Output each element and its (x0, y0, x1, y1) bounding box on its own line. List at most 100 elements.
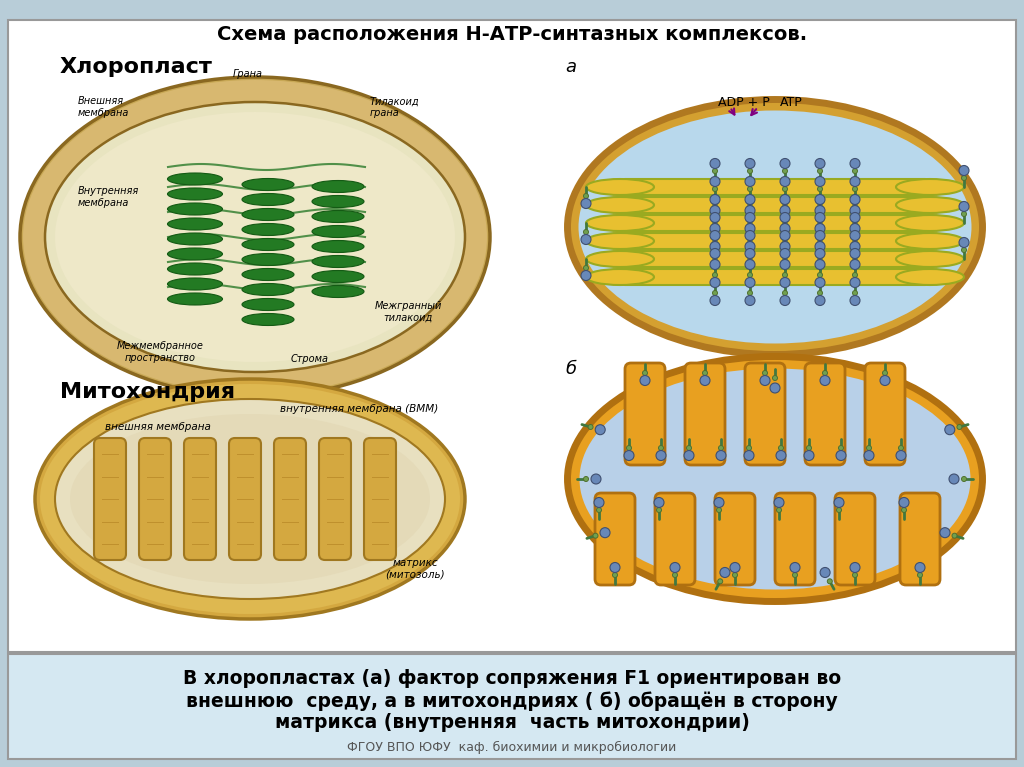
Circle shape (853, 272, 857, 278)
Circle shape (780, 242, 790, 252)
Circle shape (778, 446, 783, 450)
Circle shape (780, 231, 790, 241)
Circle shape (817, 219, 822, 223)
Circle shape (772, 376, 777, 380)
Circle shape (898, 446, 903, 450)
Circle shape (782, 291, 787, 295)
Text: Схема расположения Н-АТР-синтазных комплексов.: Схема расположения Н-АТР-синтазных компл… (217, 25, 807, 44)
FancyBboxPatch shape (624, 215, 926, 231)
Circle shape (595, 425, 605, 435)
Circle shape (719, 446, 724, 450)
Circle shape (591, 474, 601, 484)
Circle shape (850, 249, 860, 258)
Circle shape (748, 222, 753, 228)
Ellipse shape (23, 80, 487, 394)
Circle shape (817, 241, 822, 245)
Ellipse shape (168, 293, 222, 305)
Circle shape (584, 229, 589, 235)
Ellipse shape (586, 179, 654, 195)
Circle shape (853, 291, 857, 295)
Circle shape (713, 205, 718, 209)
Circle shape (815, 259, 825, 269)
Circle shape (899, 498, 909, 508)
Circle shape (817, 205, 822, 209)
Circle shape (670, 562, 680, 572)
Circle shape (713, 219, 718, 223)
Circle shape (745, 176, 755, 186)
Circle shape (853, 219, 857, 223)
FancyBboxPatch shape (685, 363, 725, 465)
FancyBboxPatch shape (775, 493, 815, 585)
FancyBboxPatch shape (624, 233, 926, 249)
Circle shape (713, 255, 718, 259)
Circle shape (817, 255, 822, 259)
Ellipse shape (567, 357, 982, 601)
Circle shape (853, 200, 857, 206)
Circle shape (584, 193, 589, 199)
Ellipse shape (580, 368, 971, 590)
Circle shape (815, 159, 825, 169)
Circle shape (817, 169, 822, 173)
Circle shape (710, 223, 720, 233)
Circle shape (713, 241, 718, 245)
Circle shape (713, 291, 718, 295)
Ellipse shape (242, 284, 294, 295)
Circle shape (962, 176, 967, 180)
Circle shape (594, 498, 604, 508)
Circle shape (853, 205, 857, 209)
Circle shape (717, 508, 722, 512)
FancyBboxPatch shape (319, 438, 351, 560)
Ellipse shape (168, 278, 222, 290)
Circle shape (782, 258, 787, 264)
Ellipse shape (312, 210, 364, 222)
Circle shape (746, 446, 752, 450)
Ellipse shape (896, 251, 964, 267)
Circle shape (745, 259, 755, 269)
Circle shape (732, 572, 737, 578)
Circle shape (880, 376, 890, 386)
Ellipse shape (168, 233, 222, 245)
Ellipse shape (312, 241, 364, 252)
FancyBboxPatch shape (900, 493, 940, 585)
Ellipse shape (312, 255, 364, 268)
Circle shape (702, 370, 708, 376)
Circle shape (822, 370, 827, 376)
Circle shape (745, 249, 755, 258)
Ellipse shape (242, 314, 294, 325)
Circle shape (837, 508, 842, 512)
Circle shape (713, 200, 718, 206)
Circle shape (815, 242, 825, 252)
Ellipse shape (896, 215, 964, 231)
Text: Межгранный
тилакоид: Межгранный тилакоид (375, 301, 441, 323)
Ellipse shape (55, 112, 455, 362)
Circle shape (815, 278, 825, 288)
Circle shape (713, 169, 718, 173)
Circle shape (780, 206, 790, 216)
Ellipse shape (168, 263, 222, 275)
Circle shape (745, 278, 755, 288)
Circle shape (817, 186, 822, 192)
FancyBboxPatch shape (139, 438, 171, 560)
Circle shape (627, 446, 632, 450)
Ellipse shape (242, 209, 294, 220)
Circle shape (780, 159, 790, 169)
Circle shape (780, 259, 790, 269)
Circle shape (581, 199, 591, 209)
Circle shape (748, 241, 753, 245)
Ellipse shape (312, 196, 364, 208)
Text: Строма: Строма (291, 354, 329, 364)
Circle shape (850, 278, 860, 288)
Circle shape (962, 212, 967, 216)
Circle shape (656, 508, 662, 512)
Text: Межмембранное
пространство: Межмембранное пространство (117, 341, 204, 363)
Circle shape (760, 376, 770, 386)
FancyBboxPatch shape (865, 363, 905, 465)
Text: Хлоропласт: Хлоропласт (60, 57, 213, 77)
Circle shape (864, 450, 874, 460)
Circle shape (744, 450, 754, 460)
Circle shape (782, 169, 787, 173)
Circle shape (780, 278, 790, 288)
Circle shape (710, 195, 720, 205)
Circle shape (853, 236, 857, 242)
FancyBboxPatch shape (229, 438, 261, 560)
